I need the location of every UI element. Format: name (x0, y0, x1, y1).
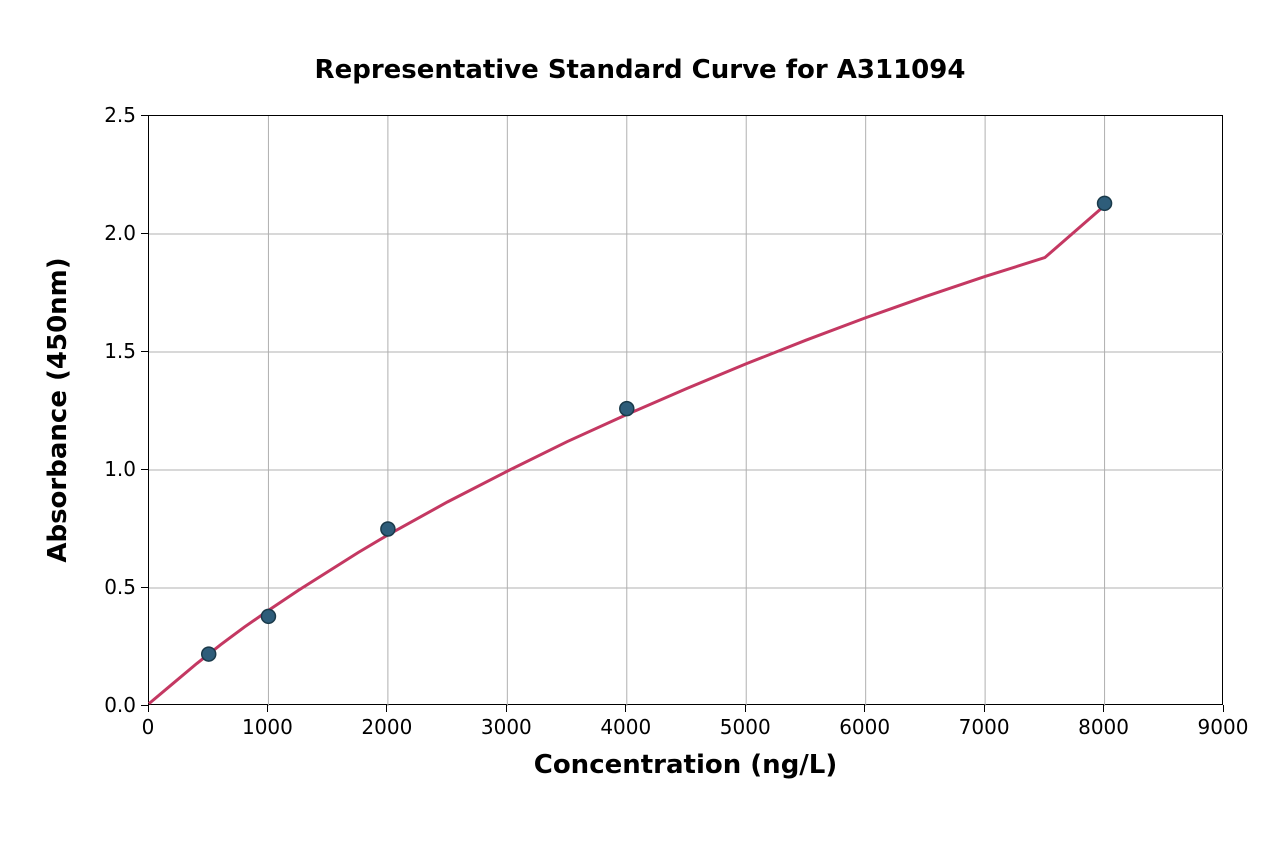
x-tick-mark (1103, 705, 1104, 712)
y-tick-label: 1.0 (104, 457, 136, 481)
y-tick-mark (141, 469, 148, 470)
x-tick-mark (1223, 705, 1224, 712)
x-axis-label: Concentration (ng/L) (148, 750, 1223, 780)
x-tick-label: 5000 (705, 715, 785, 739)
y-tick-label: 0.5 (104, 575, 136, 599)
x-tick-label: 8000 (1064, 715, 1144, 739)
x-tick-mark (745, 705, 746, 712)
x-tick-mark (864, 705, 865, 712)
y-tick-label: 2.5 (104, 103, 136, 127)
chart-container: Representative Standard Curve for A31109… (0, 0, 1280, 845)
x-tick-label: 4000 (586, 715, 666, 739)
x-tick-label: 9000 (1183, 715, 1263, 739)
x-tick-label: 1000 (227, 715, 307, 739)
x-tick-label: 0 (108, 715, 188, 739)
x-tick-mark (386, 705, 387, 712)
data-point (261, 609, 275, 623)
chart-title: Representative Standard Curve for A31109… (0, 55, 1280, 85)
y-tick-label: 2.0 (104, 221, 136, 245)
y-tick-mark (141, 351, 148, 352)
x-tick-mark (267, 705, 268, 712)
x-tick-mark (148, 705, 149, 712)
y-tick-label: 0.0 (104, 693, 136, 717)
data-point (620, 402, 634, 416)
x-tick-mark (984, 705, 985, 712)
data-point (1098, 196, 1112, 210)
plot-area (148, 115, 1223, 705)
y-tick-mark (141, 115, 148, 116)
data-point (202, 647, 216, 661)
x-tick-label: 3000 (466, 715, 546, 739)
x-tick-mark (625, 705, 626, 712)
data-point (381, 522, 395, 536)
y-tick-mark (141, 233, 148, 234)
y-axis-label: Absorbance (450nm) (43, 115, 73, 705)
x-tick-label: 2000 (347, 715, 427, 739)
y-tick-mark (141, 705, 148, 706)
x-tick-mark (506, 705, 507, 712)
x-tick-label: 7000 (944, 715, 1024, 739)
x-tick-label: 6000 (825, 715, 905, 739)
plot-svg (149, 116, 1224, 706)
y-tick-label: 1.5 (104, 339, 136, 363)
y-tick-mark (141, 587, 148, 588)
